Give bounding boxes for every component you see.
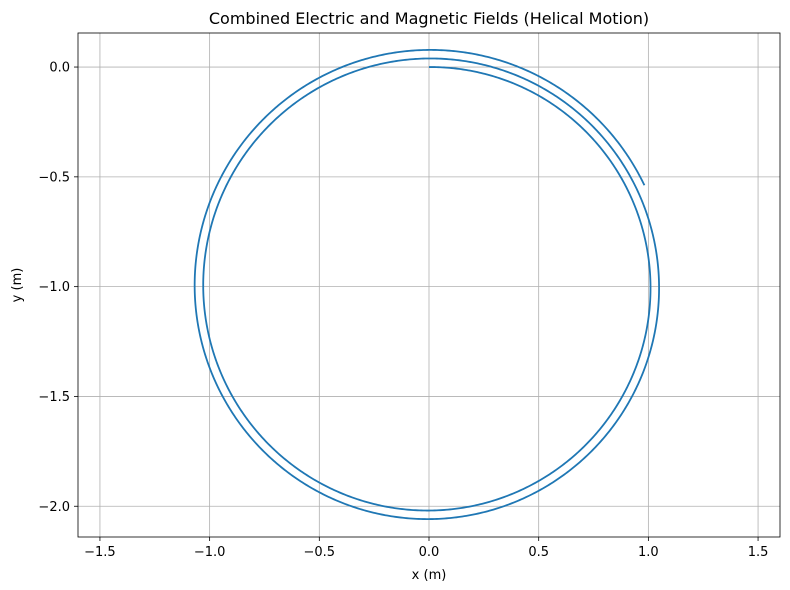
y-tick-label: 0.0: [49, 61, 70, 76]
y-tick-label: −1.0: [38, 280, 70, 295]
y-tick-label: −2.0: [38, 500, 70, 515]
y-tick-label: −0.5: [38, 170, 70, 185]
x-tick-label: 0.0: [419, 545, 440, 560]
series-layer: [193, 49, 660, 520]
x-axis-label: x (m): [412, 568, 447, 583]
x-tick-label: −1.0: [194, 545, 226, 560]
x-tick-label: −0.5: [304, 545, 336, 560]
x-tick-label: 0.5: [528, 545, 549, 560]
chart-title: Combined Electric and Magnetic Fields (H…: [209, 9, 649, 28]
tick-layer: −1.5 −1.0 −0.5 0.0 0.5 1.0 1.5 0.0 −0.5 −1.0 −1.5 −…: [38, 61, 768, 560]
y-tick-label: −1.5: [38, 390, 70, 405]
x-tick-label: 1.5: [748, 545, 769, 560]
trajectory-line-0: [193, 49, 660, 520]
y-axis-label: y (m): [10, 268, 25, 303]
x-tick-label: 1.0: [638, 545, 659, 560]
x-tick-label: −1.5: [84, 545, 116, 560]
grid-layer: [78, 33, 780, 537]
